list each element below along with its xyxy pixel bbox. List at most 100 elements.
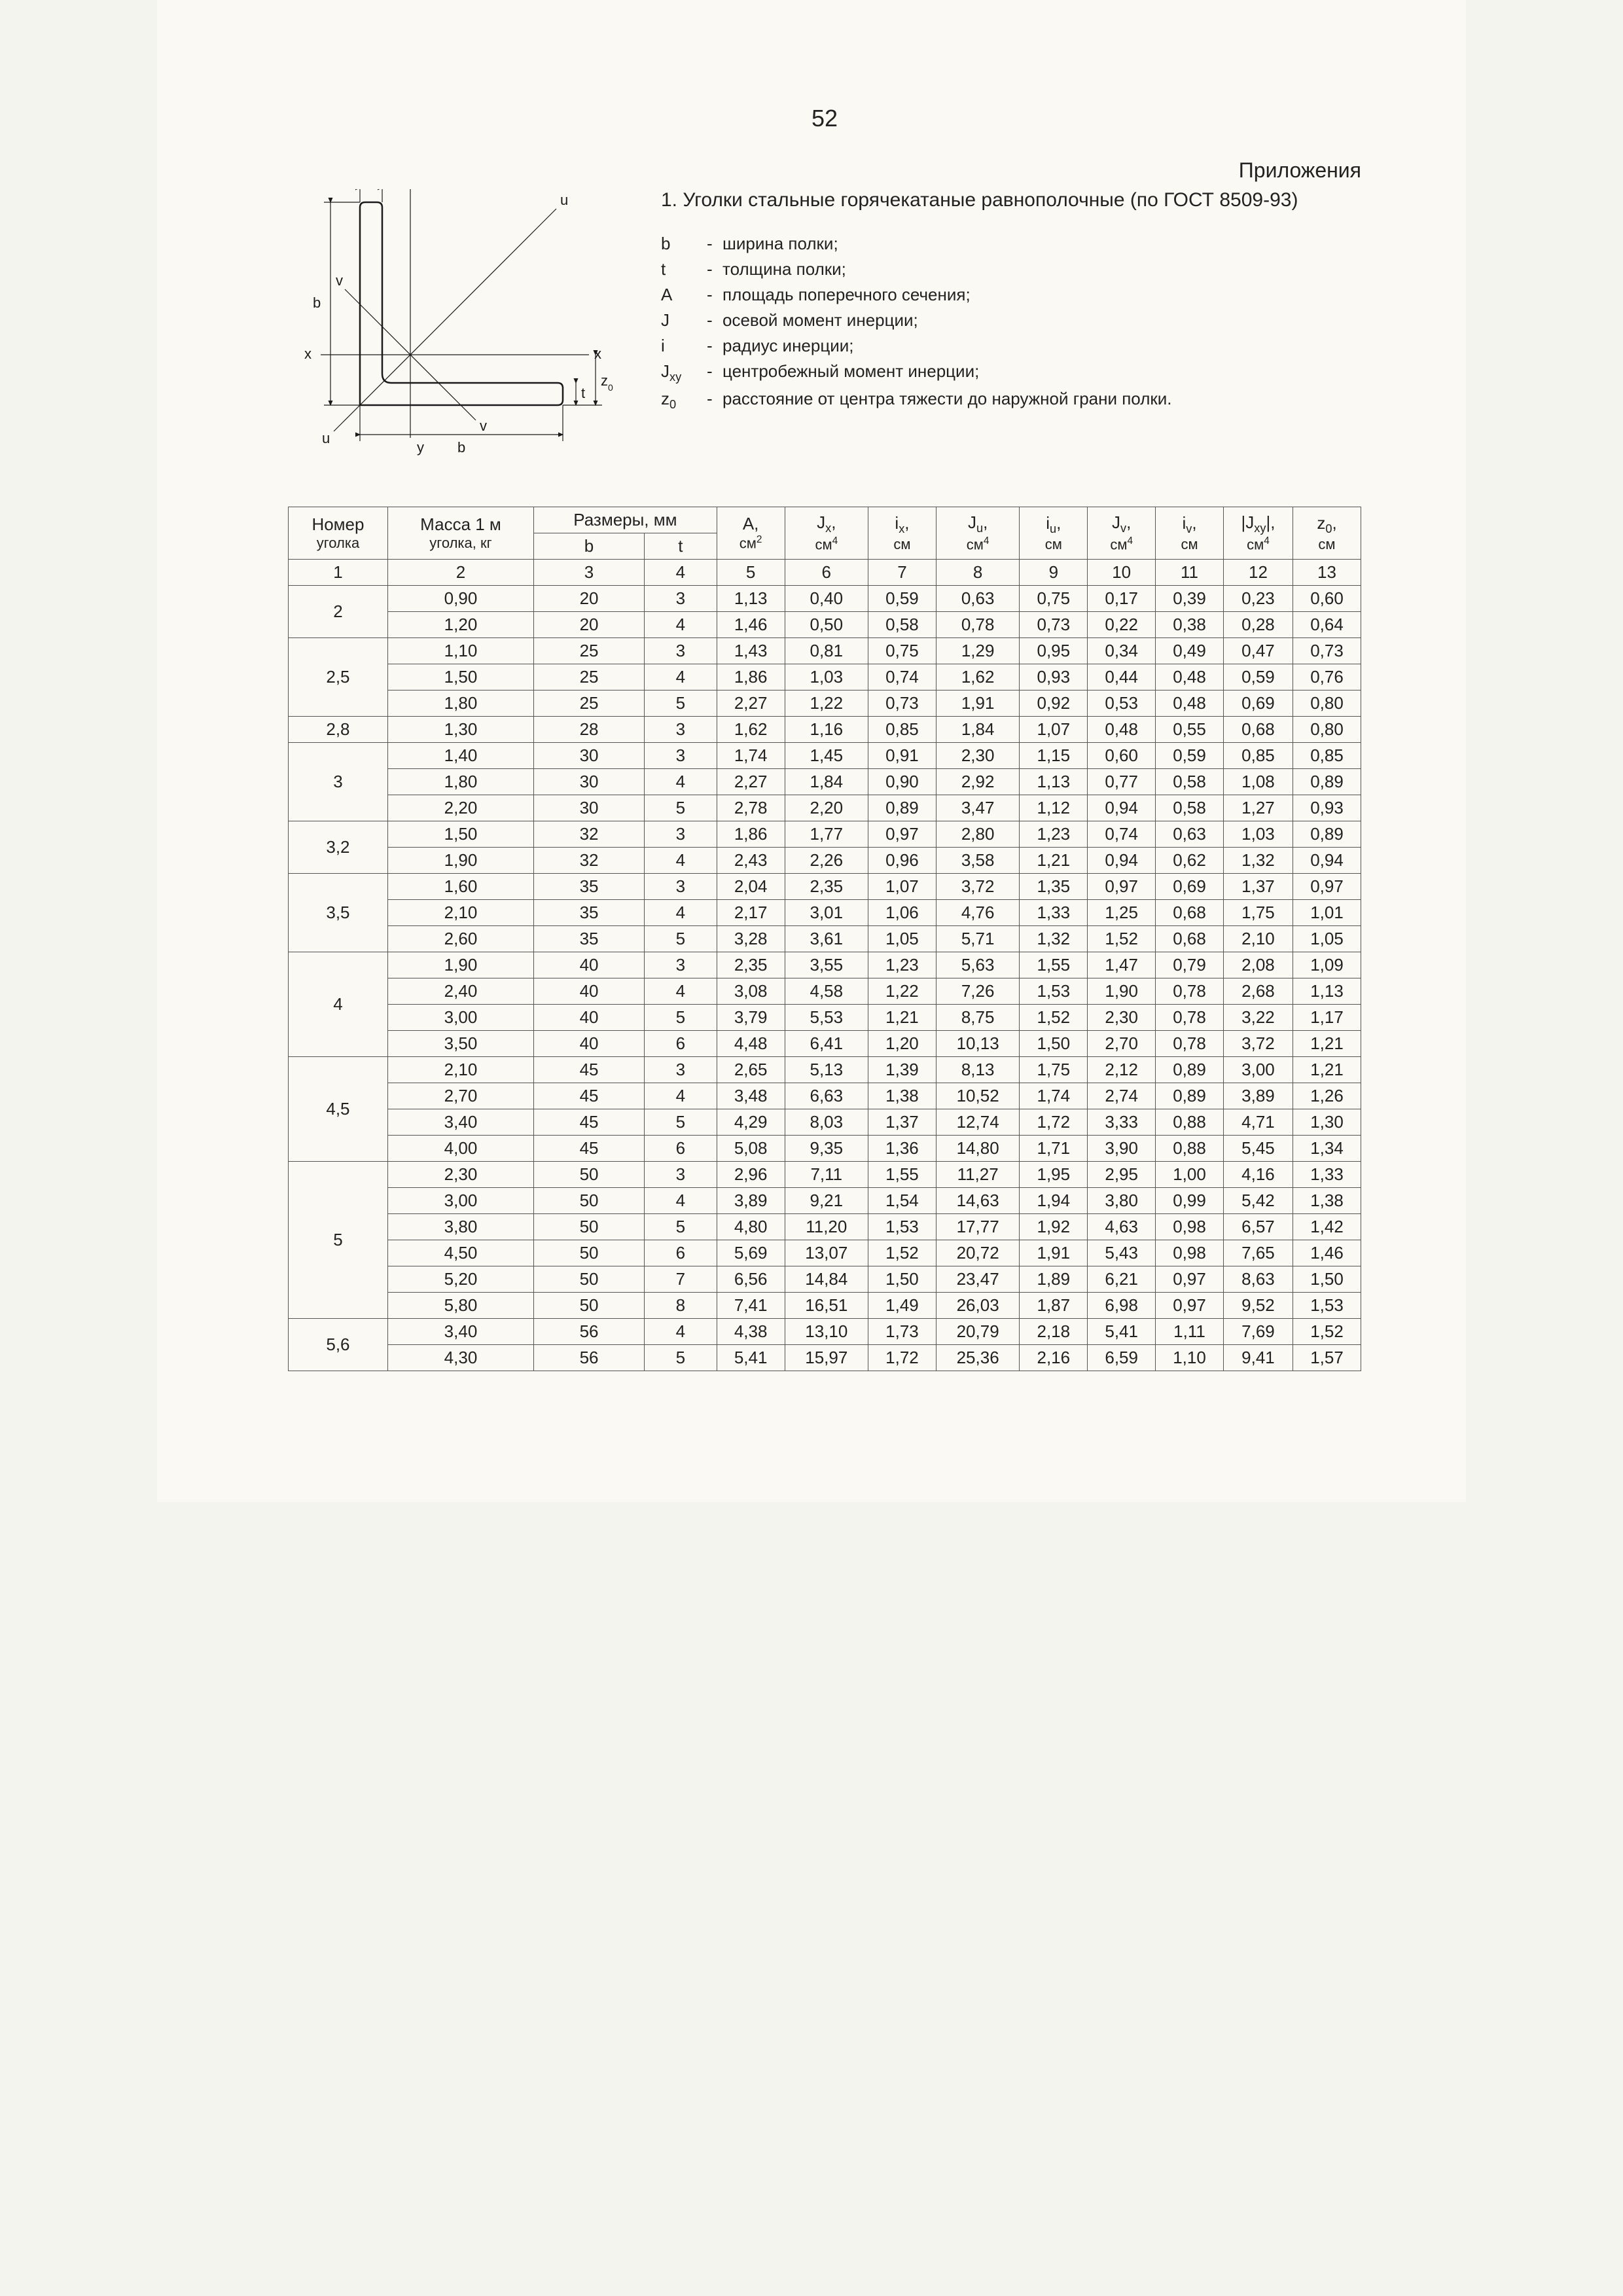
- table-row: 5,63,405644,3813,101,7320,792,185,411,11…: [289, 1319, 1361, 1345]
- data-cell: 6,59: [1088, 1345, 1156, 1371]
- data-cell: 2,20: [387, 795, 533, 821]
- data-cell: 0,99: [1156, 1188, 1224, 1214]
- data-cell: 1,62: [717, 717, 785, 743]
- data-cell: 5: [644, 795, 717, 821]
- table-row: 2,704543,486,631,3810,521,742,740,893,89…: [289, 1083, 1361, 1109]
- data-cell: 0,58: [1156, 769, 1224, 795]
- profile-number: 3,2: [289, 821, 388, 874]
- data-table: НомеруголкаМасса 1 муголка, кгРазмеры, м…: [288, 507, 1361, 1371]
- data-cell: 1,13: [717, 586, 785, 612]
- data-cell: 4: [644, 612, 717, 638]
- data-cell: 0,63: [936, 586, 1019, 612]
- table-row: 3,004053,795,531,218,751,522,300,783,221…: [289, 1005, 1361, 1031]
- data-cell: 3,47: [936, 795, 1019, 821]
- data-cell: 0,38: [1156, 612, 1224, 638]
- data-cell: 3,08: [717, 978, 785, 1005]
- profile-number: 4: [289, 952, 388, 1057]
- data-cell: 1,91: [1020, 1240, 1088, 1266]
- svg-text:v: v: [480, 418, 487, 434]
- data-cell: 1,05: [868, 926, 936, 952]
- data-cell: 6,98: [1088, 1293, 1156, 1319]
- data-cell: 1,16: [785, 717, 868, 743]
- index-cell: 2: [387, 560, 533, 586]
- data-cell: 0,89: [1156, 1083, 1224, 1109]
- index-cell: 10: [1088, 560, 1156, 586]
- legend-desc: расстояние от центра тяжести до наружной…: [722, 386, 1172, 414]
- data-cell: 1,87: [1020, 1293, 1088, 1319]
- data-cell: 1,80: [387, 691, 533, 717]
- data-cell: 0,89: [868, 795, 936, 821]
- data-cell: 3: [644, 638, 717, 664]
- data-cell: 1,13: [1293, 978, 1361, 1005]
- data-cell: 5,42: [1223, 1188, 1293, 1214]
- index-cell: 9: [1020, 560, 1088, 586]
- data-cell: 2,80: [936, 821, 1019, 848]
- data-cell: 23,47: [936, 1266, 1019, 1293]
- data-cell: 13,10: [785, 1319, 868, 1345]
- table-row: 4,52,104532,655,131,398,131,752,120,893,…: [289, 1057, 1361, 1083]
- data-cell: 2,26: [785, 848, 868, 874]
- data-cell: 6,56: [717, 1266, 785, 1293]
- data-cell: 2,04: [717, 874, 785, 900]
- data-cell: 3,89: [1223, 1083, 1293, 1109]
- data-cell: 0,74: [868, 664, 936, 691]
- appendix-title: Приложения: [288, 158, 1361, 183]
- data-cell: 1,37: [1223, 874, 1293, 900]
- data-cell: 14,63: [936, 1188, 1019, 1214]
- index-cell: 3: [534, 560, 645, 586]
- data-cell: 1,37: [868, 1109, 936, 1136]
- data-cell: 4: [644, 900, 717, 926]
- data-cell: 3: [644, 821, 717, 848]
- data-cell: 1,84: [785, 769, 868, 795]
- table-row: 2,404043,084,581,227,261,531,900,782,681…: [289, 978, 1361, 1005]
- data-cell: 0,40: [785, 586, 868, 612]
- data-cell: 0,90: [387, 586, 533, 612]
- data-cell: 0,60: [1088, 743, 1156, 769]
- legend-symbol: i: [661, 333, 707, 359]
- data-cell: 5,71: [936, 926, 1019, 952]
- data-cell: 1,72: [868, 1345, 936, 1371]
- data-cell: 1,54: [868, 1188, 936, 1214]
- data-cell: 8: [644, 1293, 717, 1319]
- data-cell: 1,38: [1293, 1188, 1361, 1214]
- data-cell: 3,40: [387, 1109, 533, 1136]
- table-row: 1,803042,271,840,902,921,130,770,581,080…: [289, 769, 1361, 795]
- data-cell: 1,27: [1223, 795, 1293, 821]
- data-cell: 1,09: [1293, 952, 1361, 978]
- data-cell: 35: [534, 900, 645, 926]
- data-cell: 5,69: [717, 1240, 785, 1266]
- data-cell: 20: [534, 586, 645, 612]
- data-cell: 4: [644, 769, 717, 795]
- data-cell: 1,22: [785, 691, 868, 717]
- data-cell: 0,98: [1156, 1214, 1224, 1240]
- index-cell: 11: [1156, 560, 1224, 586]
- data-cell: 1,50: [387, 664, 533, 691]
- svg-text:u: u: [560, 192, 568, 208]
- svg-text:y: y: [417, 439, 424, 456]
- data-cell: 11,20: [785, 1214, 868, 1240]
- data-cell: 2,68: [1223, 978, 1293, 1005]
- data-cell: 1,29: [936, 638, 1019, 664]
- data-cell: 1,32: [1020, 926, 1088, 952]
- data-cell: 1,05: [1293, 926, 1361, 952]
- data-cell: 0,59: [1156, 743, 1224, 769]
- data-cell: 0,50: [785, 612, 868, 638]
- data-cell: 5: [644, 1005, 717, 1031]
- table-row: 3,21,503231,861,770,972,801,230,740,631,…: [289, 821, 1361, 848]
- data-cell: 2,96: [717, 1162, 785, 1188]
- data-cell: 13,07: [785, 1240, 868, 1266]
- data-cell: 0,23: [1223, 586, 1293, 612]
- data-cell: 4,63: [1088, 1214, 1156, 1240]
- data-cell: 40: [534, 1031, 645, 1057]
- data-cell: 15,97: [785, 1345, 868, 1371]
- profile-number: 2,8: [289, 717, 388, 743]
- data-cell: 1,03: [1223, 821, 1293, 848]
- table-row: 1,502541,861,030,741,620,930,440,480,590…: [289, 664, 1361, 691]
- svg-text:b: b: [313, 295, 321, 311]
- data-cell: 0,69: [1223, 691, 1293, 717]
- data-cell: 1,42: [1293, 1214, 1361, 1240]
- column-header: iv,см: [1156, 507, 1224, 560]
- data-cell: 0,97: [1293, 874, 1361, 900]
- data-cell: 0,77: [1088, 769, 1156, 795]
- data-cell: 1,10: [387, 638, 533, 664]
